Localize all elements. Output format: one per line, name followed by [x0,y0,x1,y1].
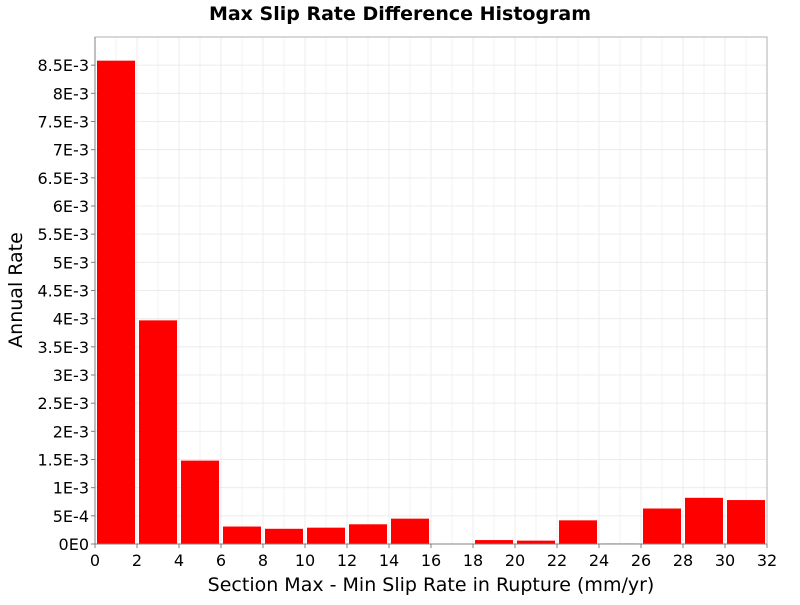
histogram-bar [97,60,135,544]
histogram-bar [517,540,555,544]
y-axis-label: Annual Rate [5,232,27,348]
histogram-bar [181,460,219,544]
bars [97,60,765,544]
x-tick-label: 8 [258,551,268,570]
y-tick-label: 3E-3 [53,366,89,385]
x-tick-label: 22 [547,551,567,570]
y-tick-label: 5E-3 [53,253,89,272]
x-tick-label: 30 [715,551,735,570]
histogram-bar [685,497,723,544]
x-tick-label: 0 [90,551,100,570]
histogram-bar [139,320,177,544]
x-axis-ticks: 0 2 4 6 8 10 12 14 16 18 20 22 24 26 28 30 32 [90,544,777,570]
histogram-bar [559,520,597,544]
histogram-bar [391,518,429,544]
histogram-bar [349,524,387,544]
histogram-bar [727,500,765,544]
x-tick-label: 32 [757,551,777,570]
y-tick-label: 0E0 [59,535,89,554]
y-tick-label: 8E-3 [53,84,89,103]
x-tick-label: 16 [421,551,441,570]
x-tick-label: 2 [132,551,142,570]
histogram-bar [265,528,303,544]
x-tick-label: 20 [505,551,525,570]
histogram-bar [643,508,681,544]
y-tick-label: 6.5E-3 [37,169,89,188]
y-axis-ticks: 0E0 5E-4 1E-3 1.5E-3 2E-3 2.5E-3 3E-3 3.5E-3 4E-… [37,56,95,554]
y-tick-label: 2.5E-3 [37,394,89,413]
x-tick-label: 26 [631,551,651,570]
x-axis-label: Section Max - Min Slip Rate in Rupture (… [208,574,655,596]
x-tick-label: 10 [295,551,315,570]
x-tick-label: 28 [673,551,693,570]
y-tick-label: 1E-3 [53,479,89,498]
x-tick-label: 12 [337,551,357,570]
y-tick-label: 1.5E-3 [37,451,89,470]
y-tick-label: 7.5E-3 [37,113,89,132]
histogram-bar [475,540,513,544]
y-tick-label: 3.5E-3 [37,338,89,357]
x-tick-label: 14 [379,551,399,570]
y-tick-label: 4.5E-3 [37,282,89,301]
x-tick-label: 18 [463,551,483,570]
y-tick-label: 7E-3 [53,141,89,160]
x-tick-label: 24 [589,551,609,570]
y-tick-label: 8.5E-3 [37,56,89,75]
x-tick-label: 4 [174,551,184,570]
grid-lines [95,37,767,544]
y-tick-label: 6E-3 [53,197,89,216]
y-tick-label: 4E-3 [53,310,89,329]
chart-title: Max Slip Rate Difference Histogram [209,3,591,25]
y-tick-label: 2E-3 [53,422,89,441]
x-tick-label: 6 [216,551,226,570]
y-tick-label: 5E-4 [53,507,89,526]
histogram-bar [223,526,261,544]
histogram-bar [307,527,345,544]
y-tick-label: 5.5E-3 [37,225,89,244]
